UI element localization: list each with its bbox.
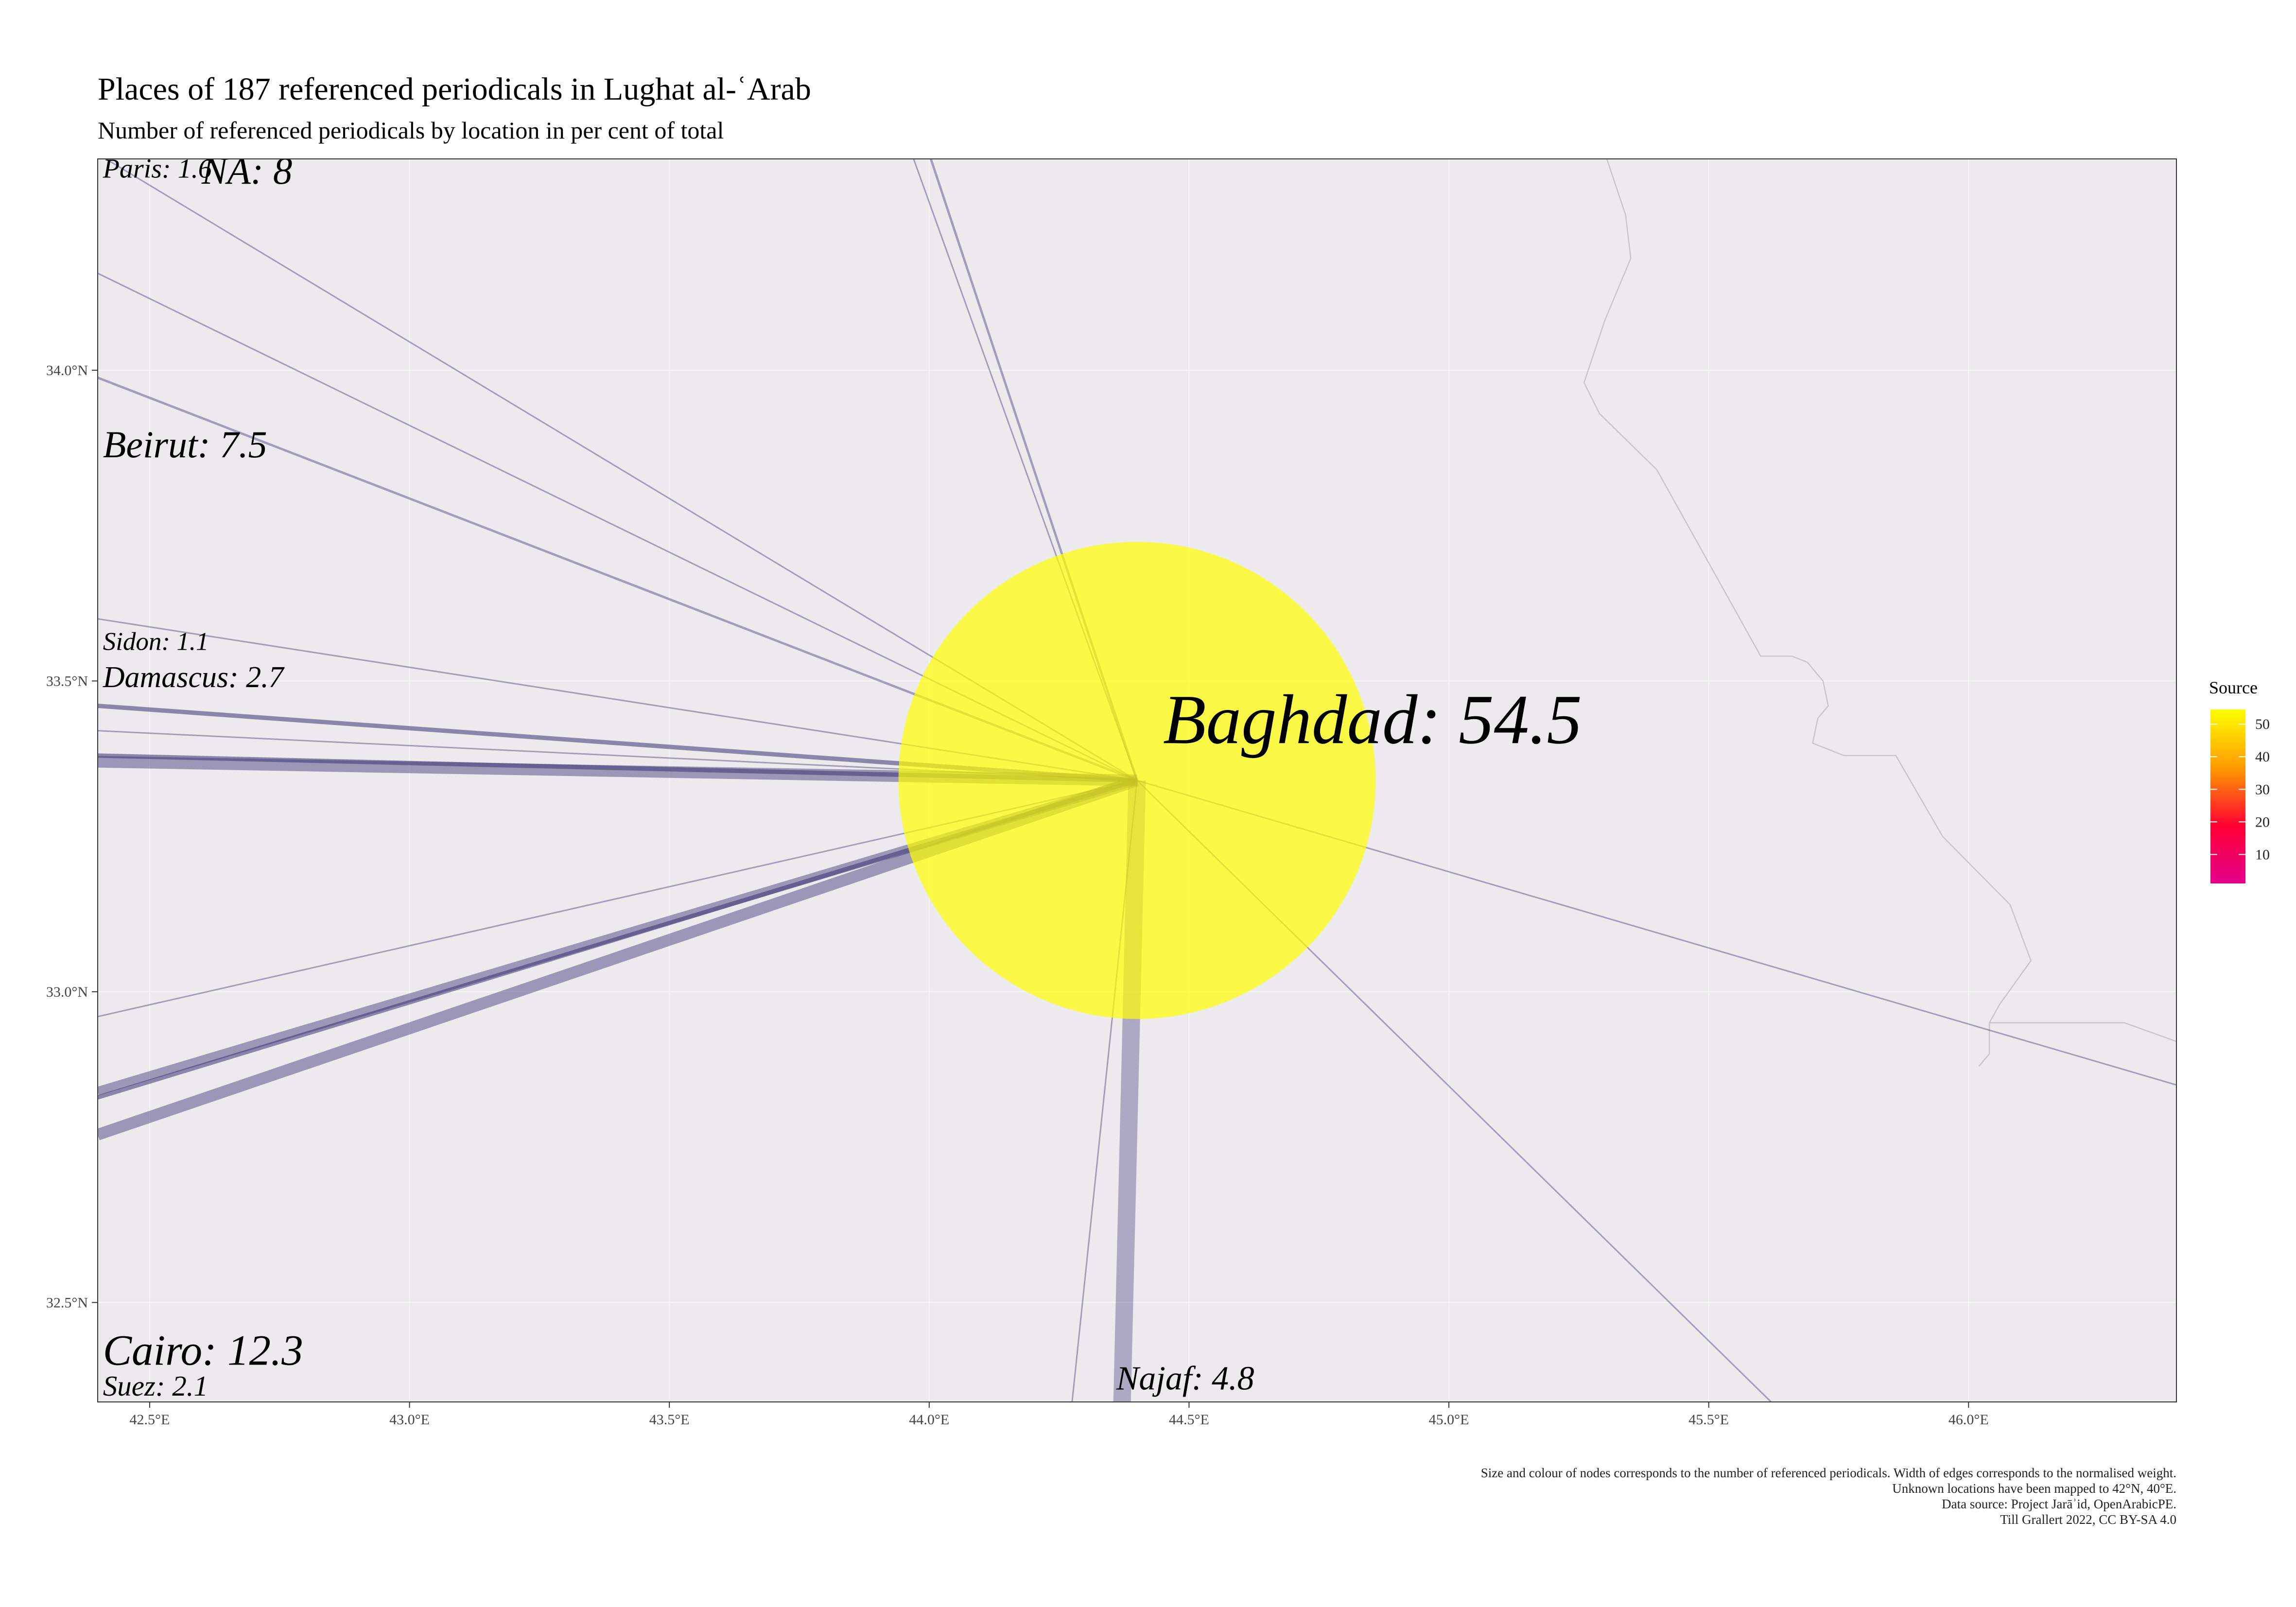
border-line — [1989, 1022, 2176, 1042]
place-label: Sidon: 1.1 — [103, 627, 209, 656]
x-tick-label: 46.0°E — [1948, 1412, 1989, 1428]
legend-ticks: 10 20 30 40 50 — [2210, 716, 2270, 863]
legend-title: Source — [2209, 678, 2258, 697]
legend: Source 10 20 30 40 50 — [2209, 678, 2270, 883]
place-label: Damascus: 2.7 — [103, 661, 285, 694]
country-borders — [1583, 159, 2176, 1067]
nodes-layer — [898, 542, 1376, 1019]
x-axis: 42.5°E 43.0°E 43.5°E 44.0°E 44.5°E 45.0°E 45.5… — [130, 1402, 1989, 1428]
chart-title: Places of 187 referenced periodicals in … — [98, 71, 811, 107]
y-tick-label: 33.5°N — [46, 673, 88, 689]
caption-line-4: Till Grallert 2022, CC BY-SA 4.0 — [2000, 1512, 2176, 1527]
place-label: NA: 8 — [201, 150, 293, 192]
legend-tick-label: 20 — [2255, 814, 2270, 830]
edge-line — [98, 272, 1138, 781]
panel-frame — [97, 158, 2177, 1402]
chart-subtitle: Number of referenced periodicals by loca… — [98, 117, 724, 144]
legend-tick-label: 50 — [2255, 716, 2270, 732]
node-baghdad — [898, 542, 1376, 1019]
y-axis: 32.5°N 33.0°N 33.5°N 34.0°N — [46, 363, 98, 1311]
x-tick-label: 45.5°E — [1688, 1412, 1729, 1428]
caption-line-3: Data source: Project Jarāʾid, OpenArabic… — [1942, 1497, 2176, 1511]
caption-line-1: Size and colour of nodes corresponds to … — [1481, 1466, 2176, 1480]
legend-tick-label: 30 — [2255, 781, 2270, 797]
place-label: Najaf: 4.8 — [1116, 1360, 1254, 1397]
x-tick-label: 45.0°E — [1429, 1412, 1469, 1428]
border-line — [1583, 159, 2032, 1067]
y-tick-label: 32.5°N — [46, 1295, 88, 1311]
caption: Size and colour of nodes corresponds to … — [1481, 1466, 2176, 1527]
place-label: Cairo: 12.3 — [103, 1327, 303, 1374]
legend-tick-label: 40 — [2255, 749, 2270, 765]
place-label: Suez: 2.1 — [103, 1370, 208, 1402]
y-tick-label: 34.0°N — [46, 363, 88, 379]
x-tick-label: 42.5°E — [130, 1412, 170, 1428]
x-tick-label: 44.5°E — [1169, 1412, 1209, 1428]
edge-line — [104, 159, 1138, 781]
x-tick-label: 43.0°E — [389, 1412, 430, 1428]
legend-tick-label: 10 — [2255, 847, 2270, 863]
place-label: Beirut: 7.5 — [103, 423, 267, 466]
legend-colorbar — [2210, 709, 2245, 883]
x-tick-label: 44.0°E — [909, 1412, 949, 1428]
x-tick-label: 43.5°E — [649, 1412, 690, 1428]
y-tick-label: 33.0°N — [46, 984, 88, 1000]
caption-line-2: Unknown locations have been mapped to 42… — [1892, 1481, 2176, 1496]
place-label: Paris: 1.6 — [103, 154, 212, 184]
place-label: Baghdad: 54.5 — [1163, 681, 1582, 759]
